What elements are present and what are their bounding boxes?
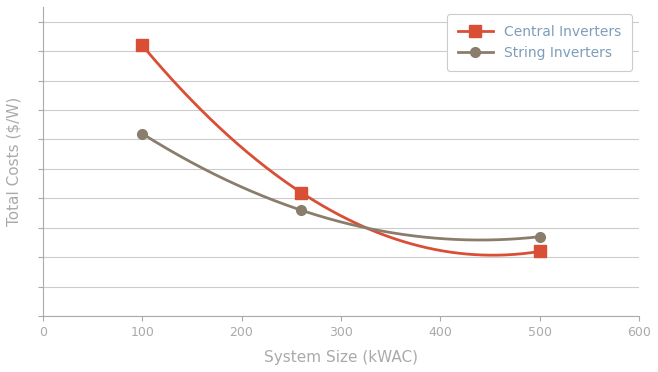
X-axis label: System Size (kWAC): System Size (kWAC)	[264, 350, 418, 365]
Legend: Central Inverters, String Inverters: Central Inverters, String Inverters	[447, 14, 632, 71]
Y-axis label: Total Costs ($/W): Total Costs ($/W)	[7, 97, 22, 226]
